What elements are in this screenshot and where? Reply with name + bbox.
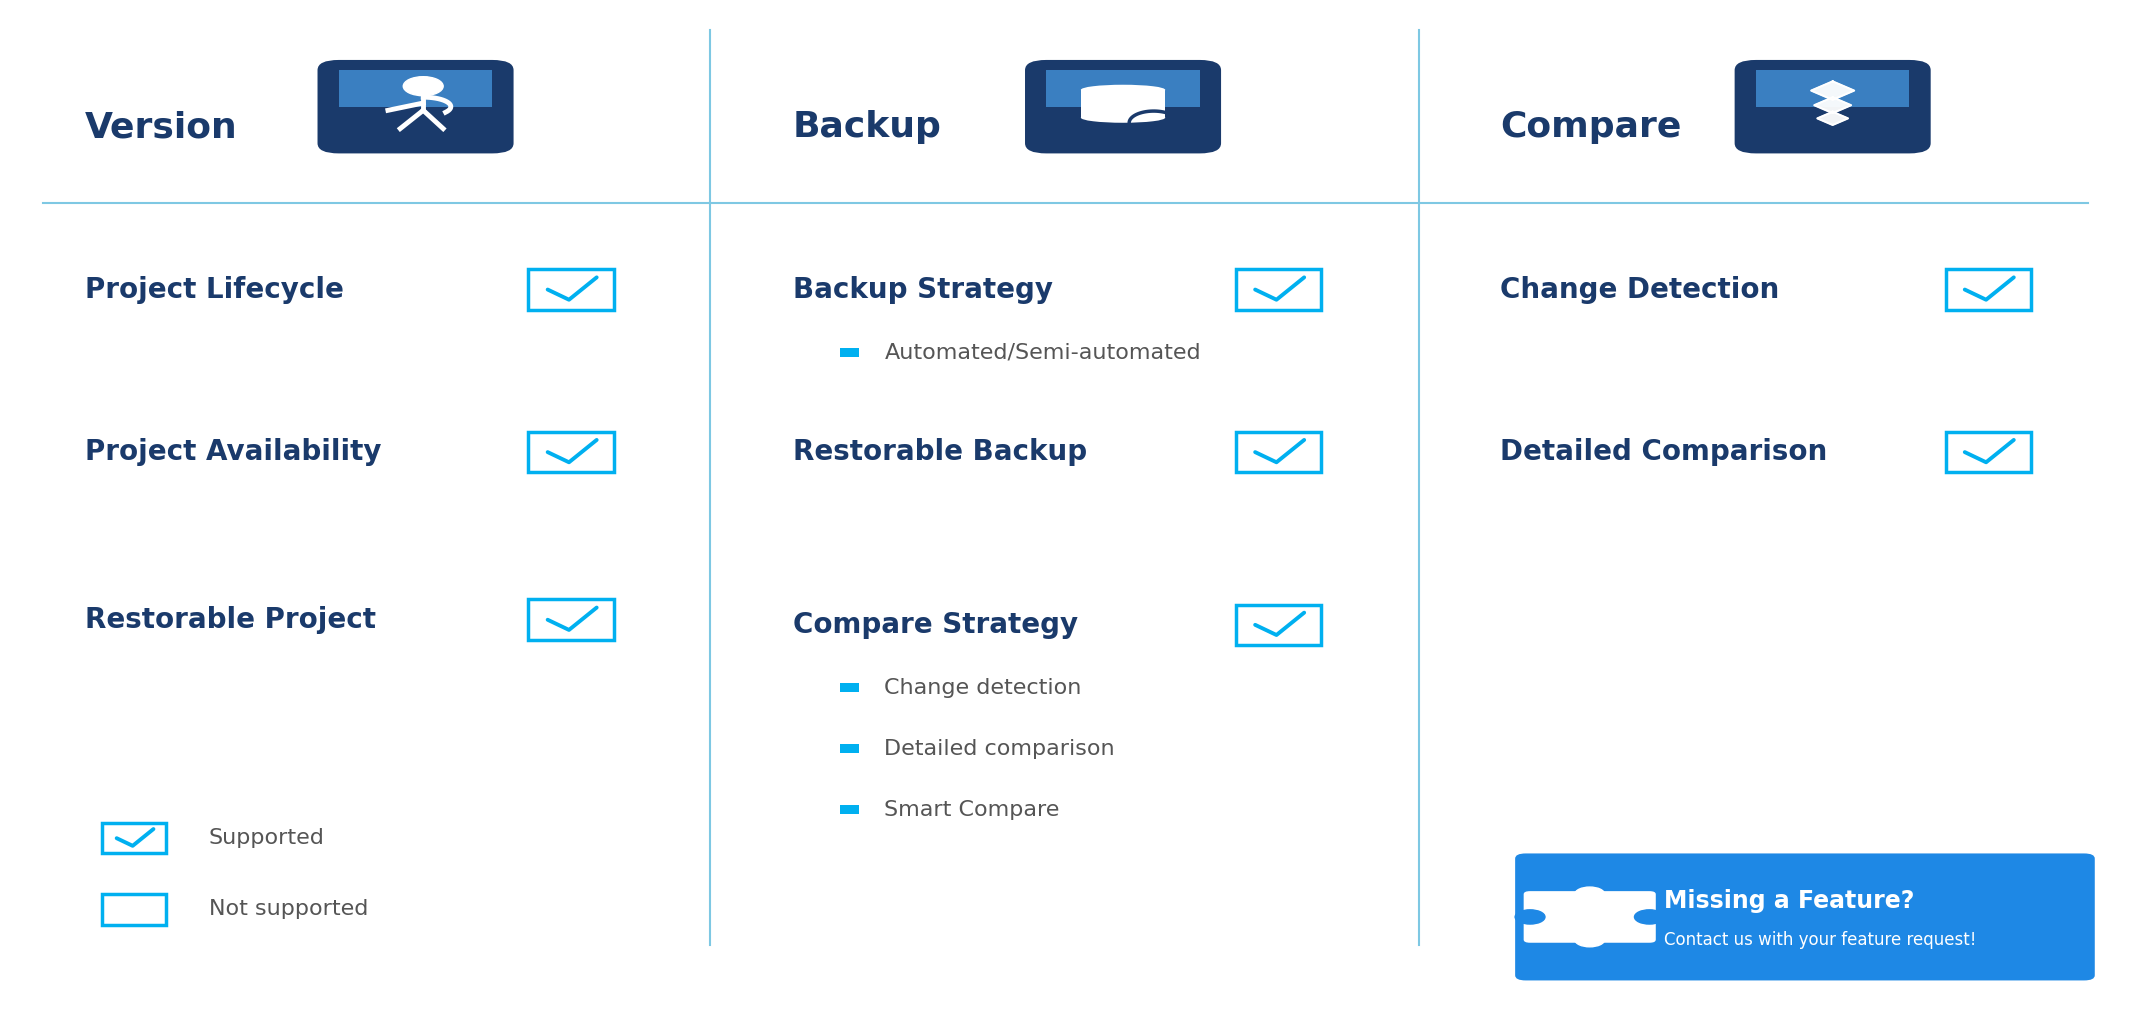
Circle shape	[403, 76, 443, 96]
Text: Restorable Backup: Restorable Backup	[793, 438, 1087, 466]
Text: Compare: Compare	[1500, 110, 1681, 144]
Bar	[840, 347, 859, 357]
Text: Contact us with your feature request!: Contact us with your feature request!	[1664, 932, 1978, 949]
Text: Detailed Comparison: Detailed Comparison	[1500, 438, 1828, 466]
FancyBboxPatch shape	[318, 60, 514, 153]
Bar	[1946, 432, 2031, 472]
Polygon shape	[1818, 112, 1848, 125]
Text: Missing a Feature?: Missing a Feature?	[1664, 889, 1914, 912]
Bar	[1236, 605, 1321, 645]
Ellipse shape	[1080, 84, 1166, 94]
Text: Backup: Backup	[793, 110, 942, 144]
FancyBboxPatch shape	[1046, 70, 1200, 107]
Text: ✦: ✦	[1573, 898, 1607, 936]
Bar	[1080, 89, 1166, 118]
Bar	[528, 599, 614, 640]
Bar	[528, 269, 614, 310]
Bar	[102, 894, 166, 925]
Text: Not supported: Not supported	[209, 899, 369, 919]
Bar	[102, 823, 166, 853]
Bar	[840, 805, 859, 815]
Polygon shape	[1811, 81, 1854, 100]
FancyBboxPatch shape	[1735, 60, 1931, 153]
Text: Supported: Supported	[209, 828, 324, 848]
Text: Change detection: Change detection	[884, 678, 1083, 698]
FancyBboxPatch shape	[1756, 70, 1909, 107]
Text: Smart Compare: Smart Compare	[884, 800, 1059, 820]
Text: Change Detection: Change Detection	[1500, 275, 1779, 304]
Text: Automated/Semi-automated: Automated/Semi-automated	[884, 342, 1202, 363]
Text: Project Availability: Project Availability	[85, 438, 381, 466]
Bar	[1236, 432, 1321, 472]
Circle shape	[1634, 910, 1664, 925]
Circle shape	[1515, 910, 1545, 925]
Bar	[1236, 269, 1321, 310]
Polygon shape	[1813, 98, 1852, 113]
FancyBboxPatch shape	[339, 70, 492, 107]
Ellipse shape	[1080, 113, 1166, 123]
Text: Detailed comparison: Detailed comparison	[884, 739, 1115, 759]
Circle shape	[1575, 933, 1605, 947]
Text: Version: Version	[85, 110, 239, 144]
Bar	[840, 744, 859, 754]
Text: Compare Strategy: Compare Strategy	[793, 611, 1078, 639]
Text: Project Lifecycle: Project Lifecycle	[85, 275, 343, 304]
Bar	[528, 432, 614, 472]
Bar	[840, 683, 859, 693]
FancyBboxPatch shape	[1025, 60, 1221, 153]
Text: Backup Strategy: Backup Strategy	[793, 275, 1053, 304]
Text: Restorable Project: Restorable Project	[85, 606, 377, 634]
Bar	[1946, 269, 2031, 310]
FancyBboxPatch shape	[1515, 853, 2095, 980]
Circle shape	[1575, 887, 1605, 901]
FancyBboxPatch shape	[1524, 891, 1656, 943]
